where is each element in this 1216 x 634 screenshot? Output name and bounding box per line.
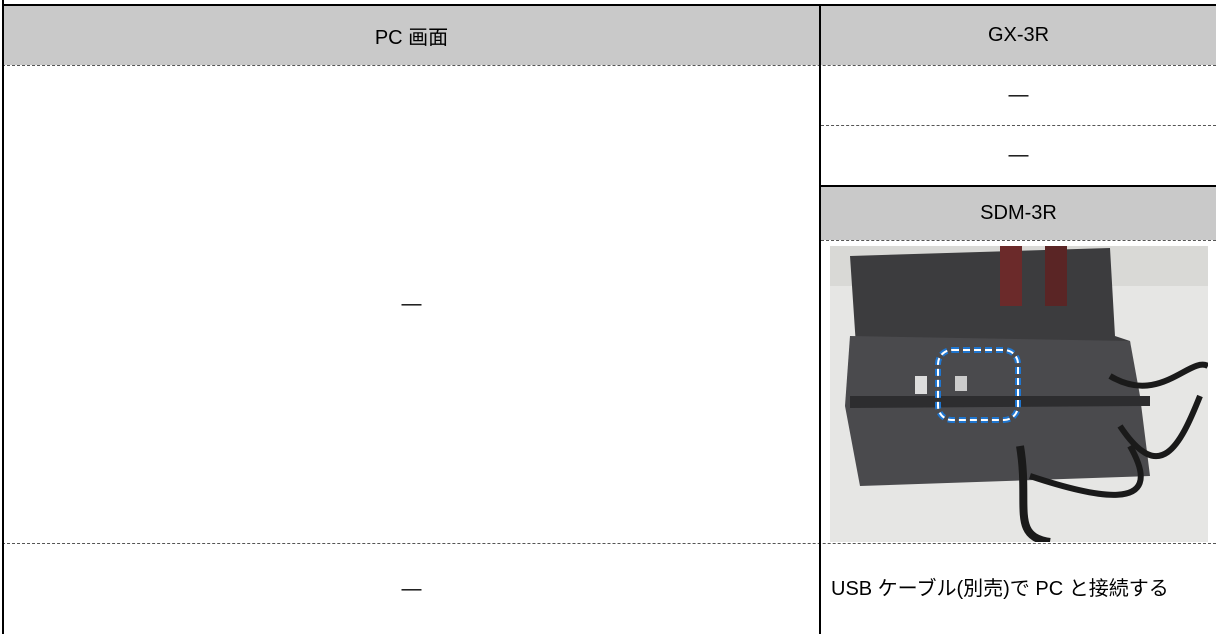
border (2, 4, 1216, 6)
header-text: PC 画面 (374, 27, 449, 49)
cell: — (821, 126, 1216, 185)
divider (2, 65, 1216, 66)
cell: USB ケーブル(別売)で PC と接続する (821, 544, 1216, 634)
cell-text: — (401, 293, 422, 315)
divider (2, 543, 1216, 544)
sub-header-cell: SDM-3R (821, 187, 1216, 240)
cell-text: USB ケーブル(別売)で PC と接続する (831, 578, 1169, 600)
cell-text: — (1008, 144, 1029, 166)
border (2, 0, 4, 634)
device-photo (830, 246, 1208, 542)
cell-text: — (1008, 84, 1029, 106)
cell: — (3, 544, 820, 634)
divider (821, 240, 1216, 241)
border (819, 4, 821, 634)
header-cell: GX-3R (821, 6, 1216, 65)
header-text: GX-3R (987, 24, 1050, 46)
border (821, 185, 1216, 187)
divider (821, 125, 1216, 126)
cell-text: — (401, 577, 422, 600)
cell: — (3, 66, 820, 543)
header-cell: PC 画面 (3, 6, 820, 65)
sub-header-text: SDM-3R (980, 202, 1057, 224)
cell: — (821, 66, 1216, 125)
